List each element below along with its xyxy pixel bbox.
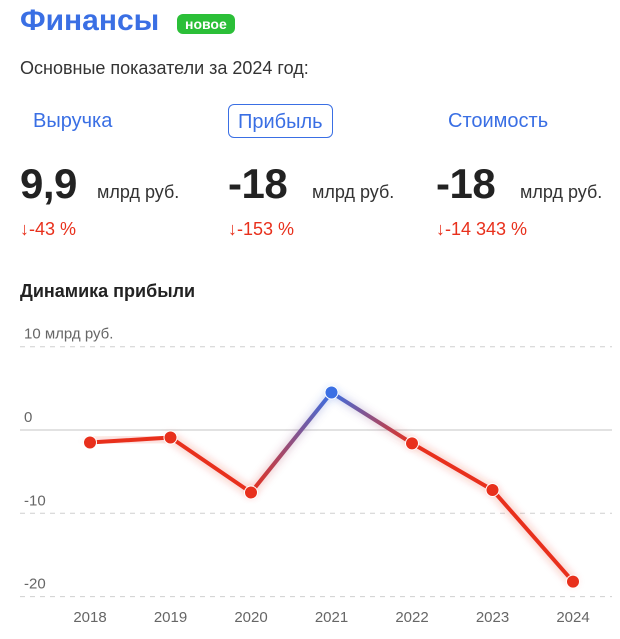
y-tick-label: 0	[24, 409, 32, 426]
line-segment	[249, 390, 334, 495]
x-tick-label: 2023	[476, 609, 509, 626]
cost-change: ↓-14 343 %	[436, 219, 528, 239]
subtitle: Основные показатели за 2024 год:	[20, 58, 309, 78]
cost-value: -18	[436, 160, 496, 207]
cost-unit: млрд руб.	[520, 182, 603, 202]
new-badge: новое	[177, 14, 235, 34]
data-point	[84, 436, 96, 449]
x-tick-label: 2019	[154, 609, 187, 626]
profit-unit: млрд руб.	[312, 182, 395, 202]
profit-value: -18	[228, 160, 288, 207]
tab-revenue[interactable]: Выручка	[33, 110, 113, 132]
tab-cost[interactable]: Стоимость	[448, 110, 549, 132]
y-tick-label: -10	[24, 492, 46, 509]
revenue-unit: млрд руб.	[97, 182, 180, 202]
data-point	[486, 483, 499, 496]
x-tick-label: 2020	[234, 609, 267, 626]
x-tick-label: 2022	[395, 609, 428, 626]
line-segment	[410, 441, 495, 492]
data-point	[567, 575, 579, 588]
line-segment	[329, 390, 414, 446]
y-tick-label: -20	[24, 576, 46, 593]
data-point	[406, 437, 418, 450]
chart-title: Динамика прибыли	[20, 281, 196, 301]
line-segment	[168, 435, 253, 495]
line-segment	[490, 487, 575, 584]
x-tick-label: 2018	[73, 609, 106, 626]
tab-profit[interactable]: Прибыль	[228, 104, 333, 138]
x-tick-label: 2024	[556, 609, 589, 626]
page-title: Финансы	[20, 4, 160, 37]
data-point	[245, 486, 257, 499]
line-segment	[88, 435, 173, 445]
data-point	[164, 431, 177, 444]
profit-change: ↓-153 %	[228, 219, 295, 239]
x-tick-label: 2021	[315, 609, 348, 626]
revenue-change: ↓-43 %	[20, 219, 77, 239]
data-point	[325, 386, 338, 399]
y-tick-label: 10 млрд руб.	[24, 326, 113, 343]
revenue-value: 9,9	[20, 160, 77, 207]
